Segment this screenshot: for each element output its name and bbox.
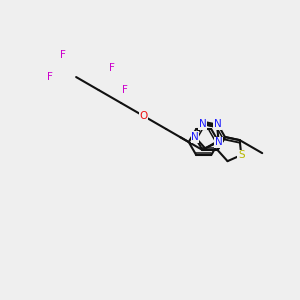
Text: N: N (214, 119, 221, 129)
Text: N: N (215, 137, 223, 147)
Text: O: O (140, 111, 148, 121)
Text: F: F (109, 62, 115, 73)
Text: F: F (47, 72, 53, 82)
Text: S: S (238, 150, 244, 160)
Text: N: N (199, 119, 206, 129)
Text: N: N (191, 132, 199, 142)
Text: F: F (60, 50, 66, 59)
Text: N: N (199, 119, 206, 129)
Text: F: F (122, 85, 128, 95)
